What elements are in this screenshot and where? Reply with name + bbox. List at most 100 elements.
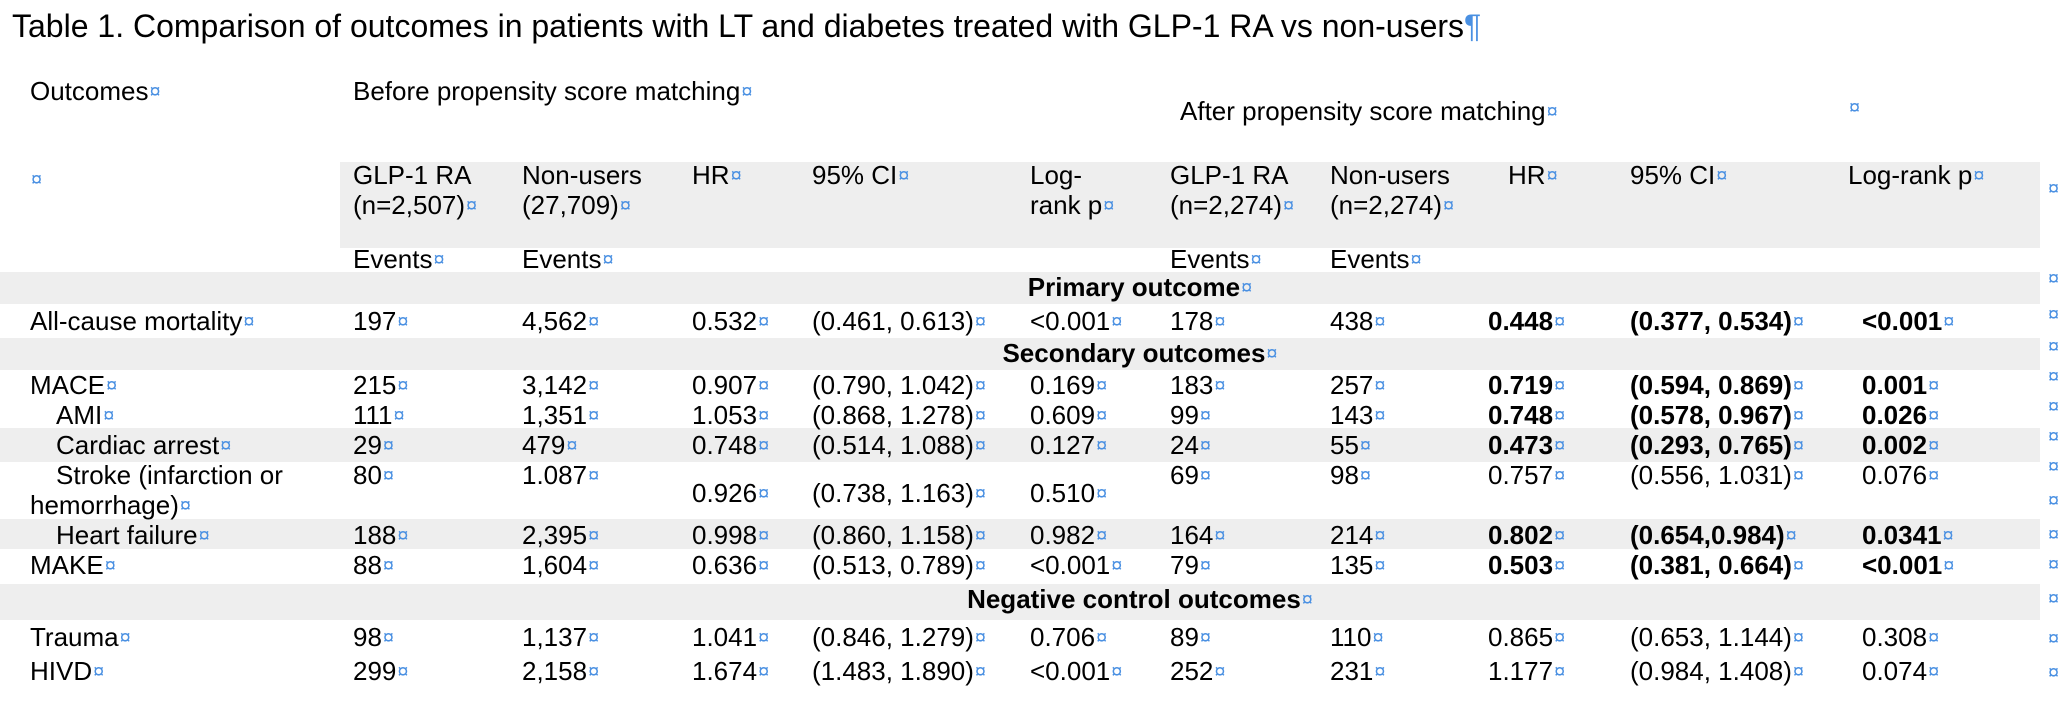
before-hr-cell: 1.053¤: [692, 400, 770, 430]
outcomes-header: Outcomes¤: [30, 76, 161, 106]
after-nonusers-header: Non-users (n=2,274)¤: [1330, 160, 1455, 220]
header-band: [340, 162, 2040, 248]
before-logrank-header: Log-rank p¤: [1030, 160, 1115, 220]
after-logrank-cell: 0.308¤: [1862, 622, 1940, 652]
outcome-name: Stroke (infarction or hemorrhage)¤: [30, 460, 283, 520]
before-nonusers-header: Non-users (27,709)¤: [522, 160, 642, 220]
row-end-marker: ¤: [2048, 554, 2060, 576]
events-label: Events¤: [1330, 244, 1422, 274]
before-ci-cell: (0.514, 1.088)¤: [812, 430, 987, 460]
events-label: Events¤: [1170, 244, 1262, 274]
negative-section-band: [0, 584, 2040, 620]
before-hr-cell: 0.636¤: [692, 550, 770, 580]
before-ci-cell: (0.461, 0.613)¤: [812, 306, 987, 336]
after-logrank-cell: <0.001¤: [1862, 306, 1955, 336]
before-logrank-cell: <0.001¤: [1030, 306, 1123, 336]
after-ci-cell: (0.377, 0.534)¤: [1630, 306, 1805, 336]
row-end-marker: ¤: [2048, 336, 2060, 358]
before-ci-cell: (0.846, 1.279)¤: [812, 622, 987, 652]
after-nonusers-cell: 110¤: [1330, 622, 1384, 652]
before-logrank-cell: <0.001¤: [1030, 550, 1123, 580]
after-glp-header: GLP-1 RA (n=2,274)¤: [1170, 160, 1295, 220]
row-end-marker: ¤: [2048, 426, 2060, 448]
before-hr-header: HR¤: [692, 160, 742, 190]
after-hr-cell: 0.503¤: [1488, 550, 1566, 580]
outcome-name: MAKE¤: [30, 550, 116, 580]
cell-marker: ¤: [1849, 97, 1861, 119]
row-end-marker: ¤: [2048, 396, 2060, 418]
after-glp-cell: 24¤: [1170, 430, 1212, 460]
before-hr-cell: 0.748¤: [692, 430, 770, 460]
before-matching-header: Before propensity score matching¤: [353, 76, 753, 106]
after-glp-cell: 69¤: [1170, 460, 1212, 490]
after-nonusers-cell: 135¤: [1330, 550, 1386, 580]
cell-marker: ¤: [31, 169, 43, 191]
before-ci-cell: (0.860, 1.158)¤: [812, 520, 987, 550]
before-nonusers-cell: 4,562¤: [522, 306, 600, 336]
before-glp-cell: 111¤: [353, 400, 405, 430]
after-ci-cell: (0.654,0.984)¤: [1630, 520, 1797, 550]
before-nonusers-cell: 479¤: [522, 430, 578, 460]
after-nonusers-cell: 55¤: [1330, 430, 1372, 460]
after-ci-header: 95% CI¤: [1630, 160, 1728, 190]
after-hr-cell: 1.177¤: [1488, 656, 1566, 686]
after-glp-cell: 183¤: [1170, 370, 1226, 400]
after-hr-cell: 0.802¤: [1488, 520, 1566, 550]
before-nonusers-cell: 1,351¤: [522, 400, 600, 430]
after-logrank-cell: 0.0341¤: [1862, 520, 1954, 550]
after-nonusers-cell: 214¤: [1330, 520, 1386, 550]
before-ci-cell: (0.868, 1.278)¤: [812, 400, 987, 430]
outcome-name: HIVD¤: [30, 656, 105, 686]
secondary-section-band: [0, 338, 2040, 370]
before-hr-cell: 0.532¤: [692, 306, 770, 336]
after-logrank-cell: 0.026¤: [1862, 400, 1940, 430]
after-nonusers-cell: 257¤: [1330, 370, 1386, 400]
row-band-heart: [0, 519, 2040, 549]
row-end-marker: ¤: [2048, 524, 2060, 546]
before-ci-cell: (0.513, 0.789)¤: [812, 550, 987, 580]
before-glp-cell: 299¤: [353, 656, 409, 686]
after-ci-cell: (0.293, 0.765)¤: [1630, 430, 1805, 460]
after-ci-cell: (0.556, 1.031)¤: [1630, 460, 1805, 490]
before-hr-cell: 1.041¤: [692, 622, 770, 652]
after-ci-cell: (0.594, 0.869)¤: [1630, 370, 1805, 400]
row-end-marker: ¤: [2048, 366, 2060, 388]
before-nonusers-cell: 2,395¤: [522, 520, 600, 550]
before-hr-cell: 1.674¤: [692, 656, 770, 686]
before-glp-cell: 29¤: [353, 430, 395, 460]
after-nonusers-cell: 438¤: [1330, 306, 1386, 336]
row-end-marker: ¤: [2048, 178, 2060, 200]
outcome-name: Trauma¤: [30, 622, 131, 652]
after-matching-header: After propensity score matching¤: [1180, 96, 1558, 126]
before-logrank-cell: 0.127¤: [1030, 430, 1108, 460]
after-logrank-cell: 0.074¤: [1862, 656, 1940, 686]
row-end-marker: ¤: [2048, 456, 2060, 478]
after-logrank-cell: 0.002¤: [1862, 430, 1940, 460]
before-glp-header: GLP-1 RA (n=2,507)¤: [353, 160, 478, 220]
after-glp-cell: 252¤: [1170, 656, 1226, 686]
before-glp-cell: 188¤: [353, 520, 409, 550]
before-hr-cell: 0.998¤: [692, 520, 770, 550]
before-glp-cell: 197¤: [353, 306, 409, 336]
after-logrank-cell: 0.001¤: [1862, 370, 1940, 400]
outcome-name: Cardiac arrest¤: [56, 430, 232, 460]
before-ci-cell: (0.738, 1.163)¤: [812, 478, 987, 508]
after-ci-cell: (0.381, 0.664)¤: [1630, 550, 1805, 580]
before-nonusers-cell: 3,142¤: [522, 370, 600, 400]
after-glp-cell: 99¤: [1170, 400, 1212, 430]
before-nonusers-cell: 2,158¤: [522, 656, 600, 686]
after-hr-cell: 0.748¤: [1488, 400, 1566, 430]
after-ci-cell: (0.984, 1.408)¤: [1630, 656, 1805, 686]
after-hr-cell: 0.473¤: [1488, 430, 1566, 460]
after-ci-cell: (0.653, 1.144)¤: [1630, 622, 1805, 652]
before-logrank-cell: 0.706¤: [1030, 622, 1108, 652]
before-nonusers-cell: 1,137¤: [522, 622, 600, 652]
row-end-marker: ¤: [2048, 268, 2060, 290]
after-glp-cell: 89¤: [1170, 622, 1212, 652]
after-hr-cell: 0.448¤: [1488, 306, 1566, 336]
pilcrow-icon: ¶: [1464, 8, 1482, 44]
before-nonusers-cell: 1,604¤: [522, 550, 600, 580]
primary-outcome-heading: Primary outcome¤: [1027, 272, 1253, 302]
outcome-name: All-cause mortality¤: [30, 306, 255, 336]
before-logrank-cell: 0.982¤: [1030, 520, 1108, 550]
